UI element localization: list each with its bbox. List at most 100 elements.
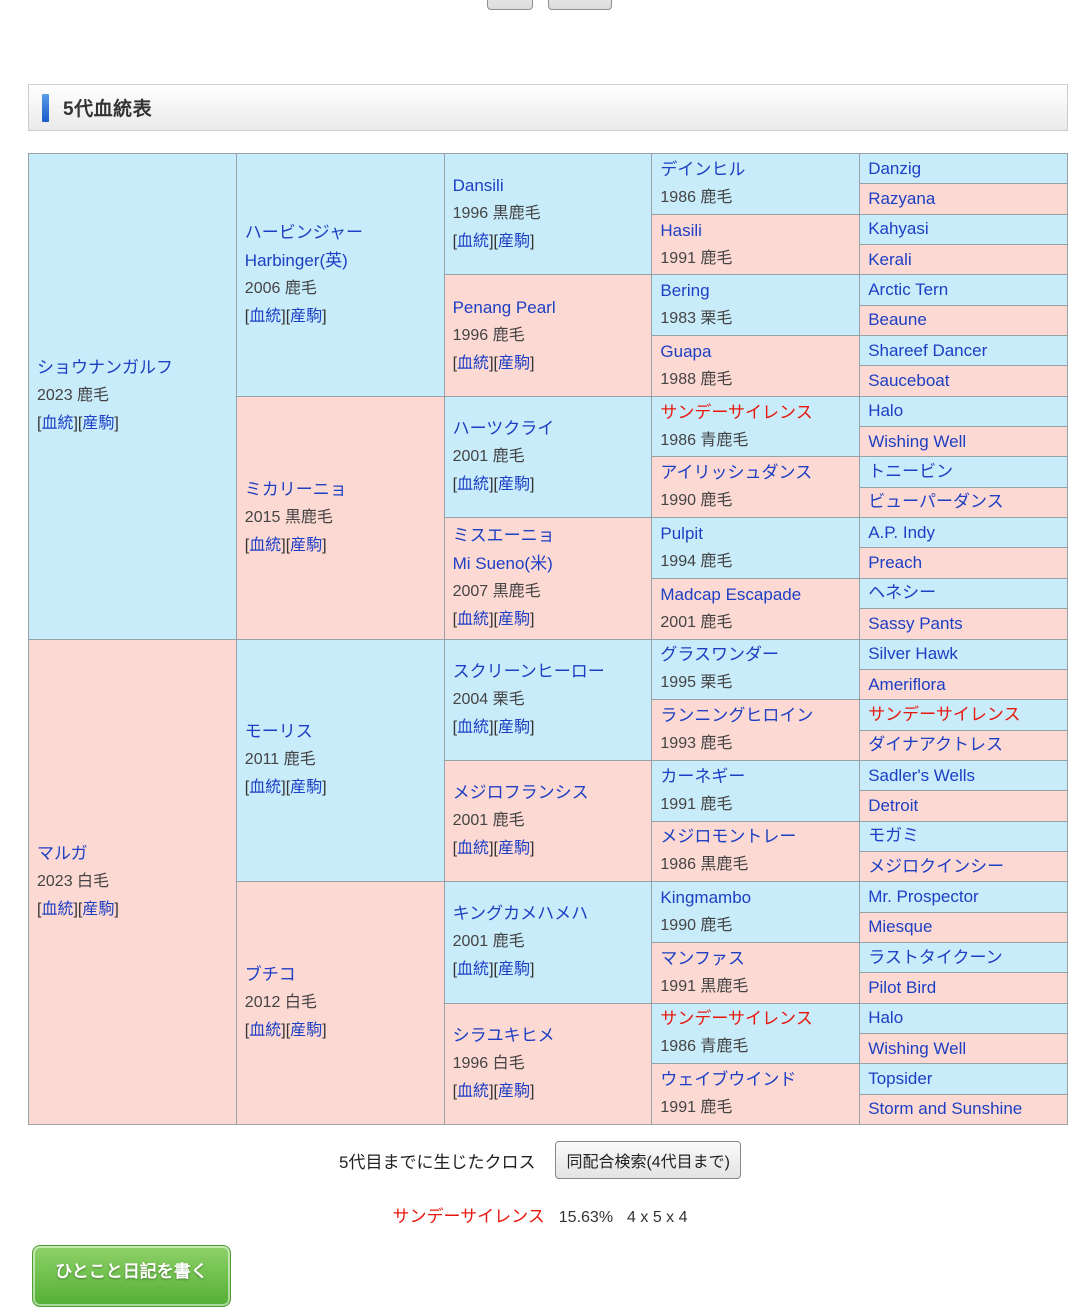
horse-name-link[interactable]: ビューパーダンス [868,492,1004,512]
horse-name-link[interactable]: Shareef Dancer [868,340,988,360]
horse-name[interactable]: Hasili [660,217,857,245]
horse-name[interactable]: ビューパーダンス [868,488,1065,516]
offspring-link[interactable]: 産駒 [290,536,323,554]
horse-name[interactable]: Penang Pearl [453,294,650,322]
horse-name-link[interactable]: ランニングヒロイン [660,706,814,726]
horse-name[interactable]: Detroit [868,792,1065,820]
horse-name-link[interactable]: Kahyasi [868,219,929,239]
offspring-link[interactable]: 産駒 [497,840,530,858]
horse-name[interactable]: ダイナアクトレス [868,731,1065,759]
horse-name-link[interactable]: Beaune [868,310,927,330]
pedigree-link[interactable]: 血統 [249,1022,282,1040]
horse-name-link[interactable]: カーネギー [660,766,746,786]
horse-name-link[interactable]: ウェイブウインド [660,1070,797,1090]
horse-name-link[interactable]: Madcap Escapade [660,584,802,604]
horse-name-link[interactable]: Razyana [868,189,936,209]
horse-name-link[interactable]: ミカリーニョ [244,479,347,499]
offspring-link[interactable]: 産駒 [497,961,530,979]
horse-name[interactable]: マルガ [37,840,234,868]
pedigree-link[interactable]: 血統 [457,354,490,372]
same-mating-search-button[interactable]: 同配合検索(4代目まで) [555,1141,742,1179]
pedigree-link[interactable]: 血統 [457,961,490,979]
horse-name-link[interactable]: グラスワンダー [660,645,780,665]
horse-name-link[interactable]: Pulpit [660,523,703,543]
horse-name[interactable]: デインヒル [660,156,857,184]
horse-name-link[interactable]: マンファス [660,948,745,968]
horse-name-link[interactable]: マルガ [37,843,88,863]
horse-name[interactable]: メジロモントレー [660,823,857,851]
horse-name-link[interactable]: Kerali [868,249,912,269]
horse-name-link[interactable]: メジロモントレー [660,827,797,847]
horse-name[interactable]: モーリス [245,718,442,746]
offspring-link[interactable]: 産駒 [497,1082,530,1100]
horse-name-en-link[interactable]: Mi Sueno(米) [452,554,553,574]
pedigree-link[interactable]: 血統 [457,475,490,493]
horse-name[interactable]: カーネギー [660,763,857,791]
horse-name-en[interactable]: Mi Sueno(米) [453,550,650,578]
horse-name-link[interactable]: Kingmambo [660,888,752,908]
horse-name-link[interactable]: Danzig [868,158,922,178]
horse-name[interactable]: ミスエーニョ [453,522,650,550]
horse-name-link[interactable]: キングカメハメハ [452,904,589,924]
horse-name[interactable]: Kahyasi [868,215,1065,243]
horse-name[interactable]: A.P. Indy [868,519,1065,547]
horse-name[interactable]: Kerali [868,246,1065,274]
horse-name[interactable]: Arctic Tern [868,276,1065,304]
horse-name[interactable]: Ameriflora [868,671,1065,699]
horse-name-link[interactable]: Halo [868,401,904,421]
horse-name[interactable]: Preach [868,549,1065,577]
horse-name-link[interactable]: デインヒル [660,159,746,179]
horse-name[interactable]: Wishing Well [868,428,1065,456]
horse-name[interactable]: ハービンジャー [245,219,442,247]
pedigree-link[interactable]: 血統 [457,233,490,251]
horse-name[interactable]: Bering [660,277,857,305]
horse-name-link[interactable]: ショウナンガルフ [37,358,173,378]
pedigree-link[interactable]: 血統 [457,1082,490,1100]
horse-name[interactable]: Beaune [868,306,1065,334]
offspring-link[interactable]: 産駒 [497,233,530,251]
horse-name-link[interactable]: トニービン [868,462,954,482]
horse-name[interactable]: モガミ [868,822,1065,850]
horse-name-link[interactable]: A.P. Indy [868,522,935,542]
horse-name-link[interactable]: Wishing Well [868,431,967,451]
horse-name[interactable]: Topsider [868,1065,1065,1093]
pedigree-link[interactable]: 血統 [457,840,490,858]
horse-name[interactable]: メジロクインシー [868,853,1065,881]
horse-name[interactable]: Storm and Sunshine [868,1095,1065,1123]
horse-name-link[interactable]: メジロクインシー [868,856,1005,876]
horse-name[interactable]: マンファス [660,945,857,973]
horse-name[interactable]: Pulpit [660,520,857,548]
top-cut-button-1[interactable] [487,0,533,10]
horse-name-en[interactable]: Harbinger(英) [245,247,442,275]
horse-name-link[interactable]: Dansili [452,176,504,196]
horse-name[interactable]: Silver Hawk [868,640,1065,668]
horse-name[interactable]: Sadler's Wells [868,762,1065,790]
horse-name-link[interactable]: Mr. Prospector [868,886,979,906]
horse-name[interactable]: ミカリーニョ [245,476,442,504]
horse-name-link[interactable]: Silver Hawk [868,644,958,664]
horse-name-link[interactable]: モーリス [244,722,313,742]
horse-name[interactable]: Halo [868,397,1065,425]
horse-name[interactable]: ウェイブウインド [660,1066,857,1094]
offspring-link[interactable]: 産駒 [82,415,115,433]
pedigree-link[interactable]: 血統 [457,718,490,736]
horse-name-link[interactable]: Bering [660,281,710,301]
horse-name-link[interactable]: Detroit [868,795,919,815]
horse-name-link[interactable]: Sassy Pants [868,613,963,633]
horse-name[interactable]: Miesque [868,913,1065,941]
horse-name[interactable]: Mr. Prospector [868,883,1065,911]
horse-name[interactable]: ラストタイクーン [868,944,1065,972]
horse-name-link[interactable]: ブチコ [244,965,296,985]
offspring-link[interactable]: 産駒 [497,354,530,372]
horse-name-link[interactable]: Storm and Sunshine [868,1099,1023,1119]
horse-name[interactable]: ヘネシー [868,579,1065,607]
pedigree-link[interactable]: 血統 [457,611,490,629]
horse-name-link[interactable]: メジロフランシス [452,783,589,803]
horse-name[interactable]: スクリーンヒーロー [453,658,650,686]
offspring-link[interactable]: 産駒 [82,900,115,918]
horse-name-link[interactable]: サンデーサイレンス [660,402,813,422]
horse-name[interactable]: Danzig [868,155,1065,183]
offspring-link[interactable]: 産駒 [497,475,530,493]
horse-name-link[interactable]: ミスエーニョ [452,526,555,546]
horse-name[interactable]: Razyana [868,185,1065,213]
